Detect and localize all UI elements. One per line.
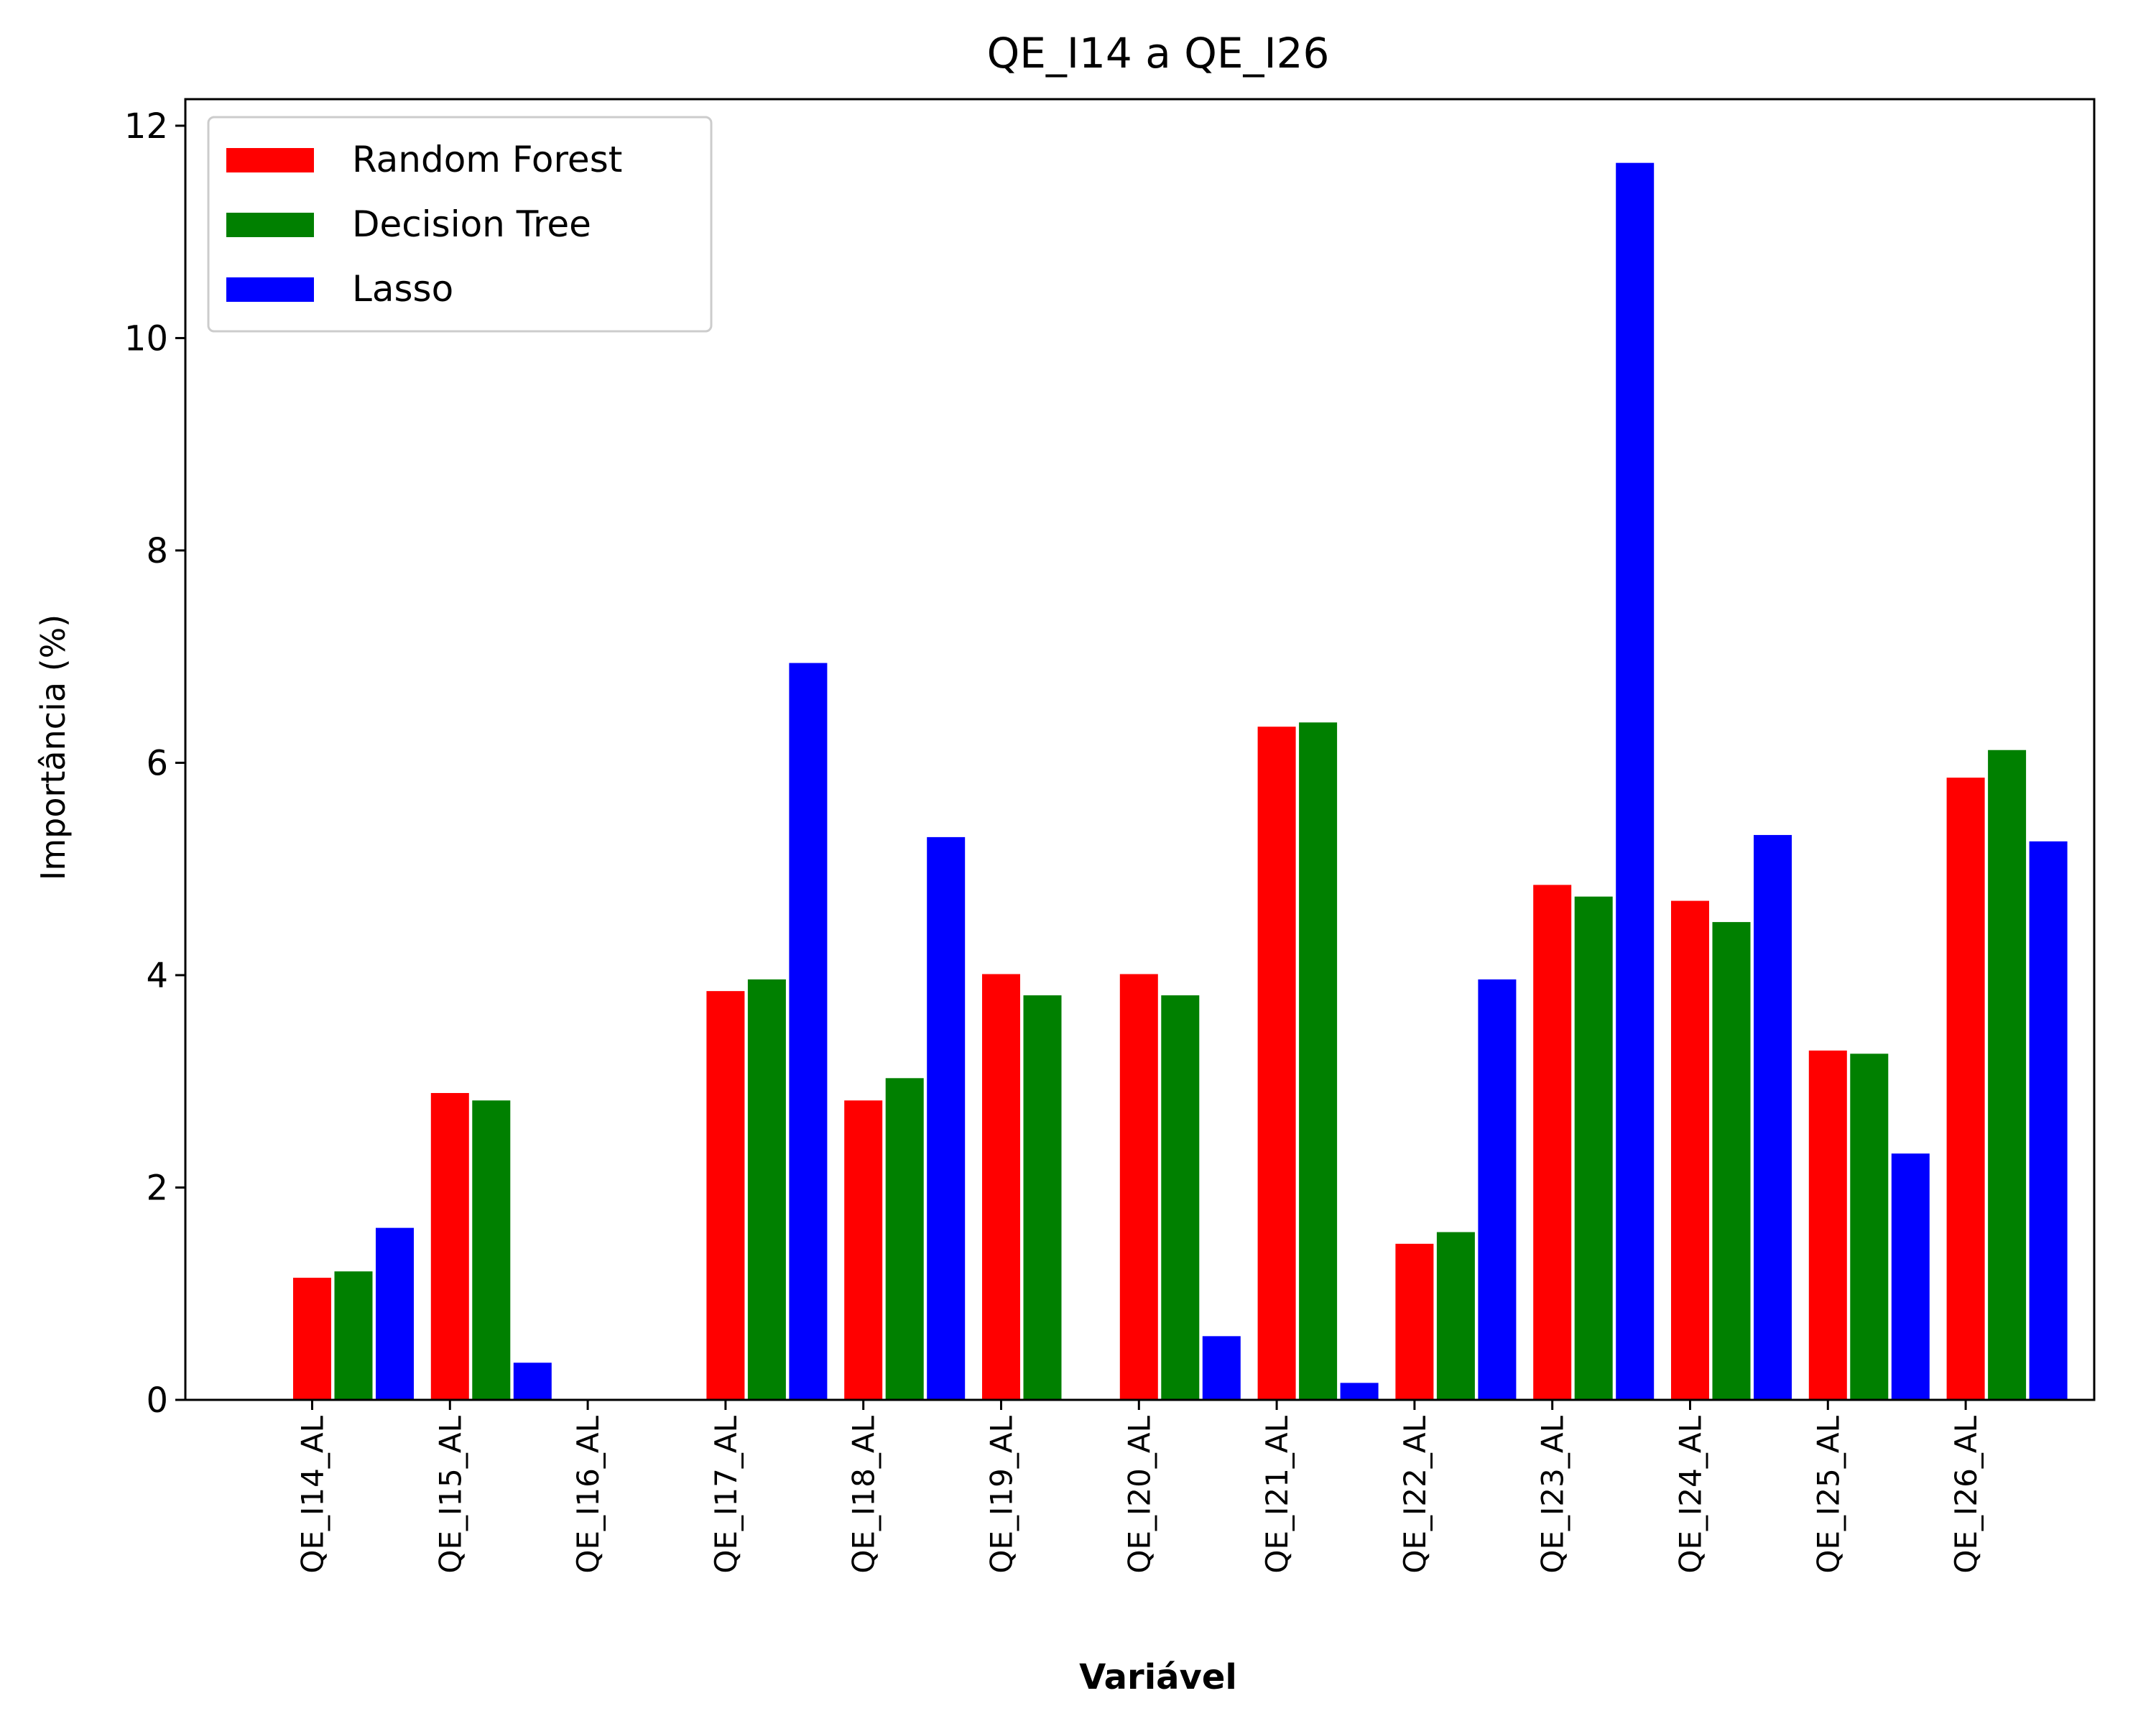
bar-qe-i15-al-s2 [513, 1363, 552, 1400]
x-tick-label: QE_I18_AL [846, 1415, 882, 1573]
bar-qe-i25-al-s2 [1891, 1153, 1930, 1400]
bar-qe-i22-al-s0 [1395, 1243, 1434, 1400]
plot-frame [184, 98, 2096, 1401]
legend-label: Random Forest [352, 139, 622, 180]
bar-qe-i26-al-s1 [1988, 750, 2027, 1400]
x-tick-label: QE_I21_AL [1259, 1415, 1295, 1573]
bar-qe-i14-al-s1 [334, 1271, 373, 1400]
bar-qe-i14-al-s0 [293, 1278, 331, 1400]
bar-qe-i20-al-s2 [1202, 1336, 1241, 1400]
x-tick-label: QE_I20_AL [1121, 1415, 1157, 1573]
x-tick-label: QE_I15_AL [432, 1415, 468, 1573]
y-tick-label: 2 [146, 1168, 168, 1208]
y-tick-label: 10 [124, 318, 168, 359]
bar-qe-i15-al-s1 [472, 1100, 511, 1400]
y-tick-label: 0 [146, 1380, 168, 1421]
bar-qe-i18-al-s0 [844, 1100, 883, 1400]
bar-qe-i14-al-s2 [376, 1227, 414, 1400]
y-tick-label: 8 [146, 531, 168, 571]
bar-qe-i20-al-s0 [1119, 974, 1158, 1400]
y-tick-label: 12 [124, 106, 168, 147]
bar-qe-i20-al-s1 [1161, 995, 1200, 1400]
y-tick-label: 6 [146, 743, 168, 783]
bar-qe-i24-al-s1 [1712, 922, 1751, 1400]
bar-qe-i18-al-s2 [927, 836, 966, 1400]
x-tick-label: QE_I23_AL [1535, 1415, 1570, 1573]
x-tick-label: QE_I16_AL [570, 1415, 606, 1573]
bar-qe-i25-al-s0 [1808, 1050, 1847, 1400]
bar-qe-i19-al-s1 [1023, 995, 1062, 1400]
bar-qe-i18-al-s1 [885, 1078, 924, 1400]
bar-qe-i23-al-s0 [1533, 885, 1572, 1400]
bar-qe-i17-al-s2 [789, 663, 828, 1400]
bar-qe-i17-al-s0 [706, 991, 745, 1400]
chart-title: QE_I14 a QE_I26 [987, 29, 1330, 78]
bar-qe-i23-al-s1 [1574, 896, 1613, 1400]
bar-qe-i15-al-s0 [430, 1092, 469, 1400]
bars-group [293, 162, 2068, 1400]
x-tick-label: QE_I14_AL [295, 1415, 330, 1573]
bar-qe-i22-al-s2 [1478, 979, 1517, 1400]
bar-qe-i26-al-s2 [2029, 841, 2068, 1400]
bar-qe-i24-al-s2 [1754, 834, 1792, 1400]
legend-box [207, 116, 713, 333]
y-tick-label: 4 [146, 956, 168, 996]
x-tick-label: QE_I24_AL [1673, 1415, 1708, 1573]
bar-qe-i19-al-s0 [982, 974, 1020, 1400]
x-axis-label: Variável [1079, 1657, 1237, 1697]
legend-swatch [226, 277, 314, 302]
legend-swatch [226, 148, 314, 172]
bar-qe-i22-al-s1 [1436, 1232, 1475, 1400]
bar-qe-i23-al-s2 [1616, 162, 1655, 1400]
x-tick-label: QE_I19_AL [984, 1415, 1019, 1573]
bar-qe-i21-al-s1 [1299, 722, 1338, 1400]
x-tick-label: QE_I22_AL [1397, 1415, 1433, 1573]
bar-qe-i25-al-s1 [1850, 1053, 1889, 1400]
legend-label: Decision Tree [352, 203, 591, 245]
bar-qe-i26-al-s0 [1946, 778, 1985, 1400]
legend-swatch [226, 213, 314, 237]
bar-qe-i21-al-s0 [1257, 727, 1296, 1400]
x-tick-label: QE_I25_AL [1810, 1415, 1846, 1573]
bar-qe-i17-al-s1 [747, 979, 786, 1400]
y-axis-label: Importância (%) [34, 614, 73, 881]
x-tick-label: QE_I17_AL [708, 1415, 744, 1573]
bar-qe-i24-al-s0 [1671, 900, 1709, 1400]
x-axis-ticks: QE_I14_AL QE_I15_AL QE_I16_AL QE_I17_AL QE_I… [295, 1400, 1984, 1574]
bar-qe-i21-al-s2 [1340, 1383, 1379, 1400]
legend: Random Forest Decision Tree Lasso [207, 116, 713, 333]
legend-label: Lasso [352, 268, 453, 310]
x-tick-label: QE_I26_AL [1948, 1415, 1984, 1573]
y-axis-ticks: 0 2 4 6 8 10 12 [124, 106, 185, 1421]
